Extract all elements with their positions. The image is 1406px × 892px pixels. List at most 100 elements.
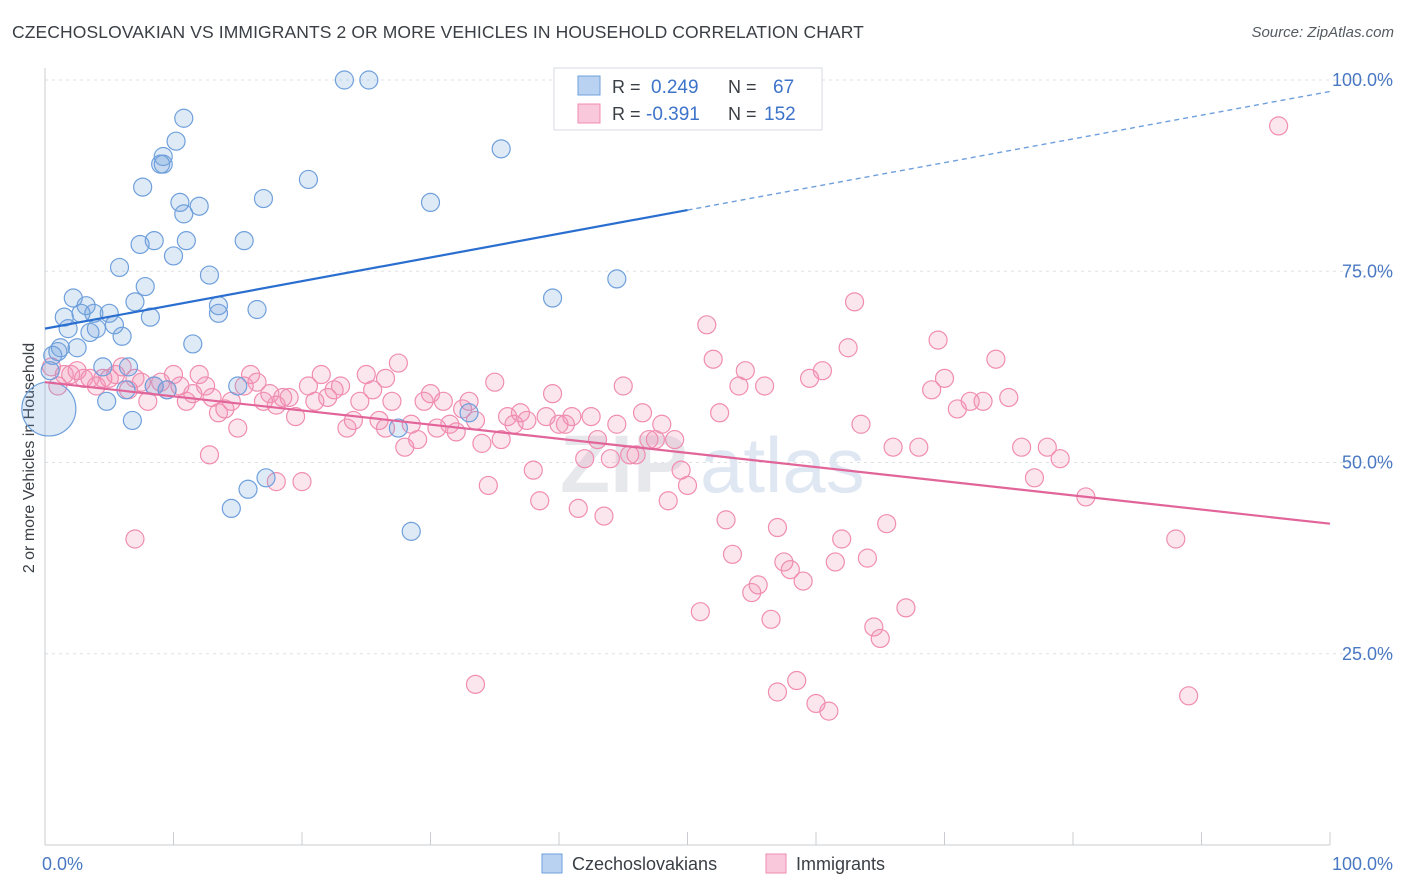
czechoslovakians-point <box>166 131 186 151</box>
immigrants-point <box>973 391 993 411</box>
czechoslovakians-point <box>247 299 267 320</box>
stat-r-label-1: R = <box>612 77 641 97</box>
czechoslovakians-point <box>176 231 196 251</box>
immigrants-point <box>594 506 614 526</box>
czechoslovakians-point <box>97 391 117 411</box>
immigrants-point <box>697 315 717 335</box>
y-tick-label: 100.0% <box>1332 70 1393 90</box>
immigrants-point <box>562 407 582 427</box>
immigrants-point <box>48 376 68 396</box>
czechoslovakians-point <box>76 296 96 316</box>
x-tick-label-right: 100.0% <box>1332 854 1393 874</box>
stat-n-value-2: 152 <box>764 104 796 125</box>
immigrants-point <box>343 410 363 431</box>
stat-n-label-2: N = <box>728 104 757 124</box>
immigrants-point <box>491 429 511 450</box>
immigrants-point <box>125 529 145 549</box>
immigrants-point <box>472 433 492 453</box>
chart-title: CZECHOSLOVAKIAN VS IMMIGRANTS 2 OR MORE … <box>12 22 864 42</box>
czechoslovakians-point <box>21 381 77 437</box>
immigrants-point <box>761 609 781 629</box>
imm-swatch <box>577 103 601 124</box>
immigrants-point <box>478 475 498 496</box>
czechoslovakians-point <box>67 338 87 358</box>
immigrants-point <box>658 491 678 511</box>
immigrants-point <box>427 418 447 438</box>
y-tick-label: 50.0% <box>1342 453 1393 473</box>
czechoslovakians-point <box>253 188 274 209</box>
axes <box>44 68 1331 846</box>
czechoslovakians-point <box>174 204 194 224</box>
immigrants-point <box>523 460 543 480</box>
immigrants-point <box>1011 437 1032 457</box>
czechoslovakians-point <box>130 234 150 255</box>
chart-source: Source: ZipAtlas.com <box>1251 24 1394 41</box>
immigrants-point <box>581 407 601 427</box>
immigrants-point <box>716 510 736 530</box>
czechoslovakians-point <box>109 257 130 278</box>
legend-imm-swatch <box>765 853 787 874</box>
immigrants-points <box>41 116 1289 721</box>
immigrants-point <box>851 414 871 434</box>
y-tick-label: 75.0% <box>1342 261 1393 281</box>
immigrants-point <box>999 387 1019 408</box>
czechoslovakians-point <box>170 192 190 212</box>
immigrants-point <box>652 414 672 434</box>
immigrants-point <box>189 364 209 385</box>
immigrants-point <box>896 598 916 618</box>
immigrants-point <box>93 368 113 388</box>
series-legend: Czechoslovakians Immigrants <box>541 853 885 874</box>
czech-trend-extension <box>687 90 1331 211</box>
czechoslovakians-point <box>298 169 319 190</box>
immigrants-point <box>819 701 839 721</box>
immigrants-point <box>330 376 351 396</box>
czechoslovakians-point <box>183 334 203 354</box>
gridlines <box>45 79 1392 655</box>
watermark: ZIP atlas <box>560 419 865 510</box>
immigrants-point <box>337 418 357 438</box>
immigrants-point <box>665 429 685 450</box>
immigrants-point <box>568 498 588 518</box>
immigrants-point <box>375 368 396 388</box>
stats-legend: R = 0.249 N = 67 R = -0.391 N = 152 <box>553 67 823 131</box>
czechoslovakians-point <box>208 303 229 323</box>
immigrants-point <box>260 384 280 404</box>
immigrants-point <box>767 682 788 702</box>
czechoslovakians-point <box>125 292 145 312</box>
x-tick-label-left: 0.0% <box>42 854 83 874</box>
immigrants-point <box>273 387 293 408</box>
immigrants-point <box>414 391 434 411</box>
immigrants-point <box>690 602 710 622</box>
czechoslovakians-point <box>256 468 276 488</box>
immigrants-point <box>780 559 800 580</box>
immigrants-point <box>440 414 460 434</box>
immigrants-point <box>742 582 762 603</box>
immigrants-point <box>199 445 220 465</box>
czech-trend-line <box>44 208 688 330</box>
immigrants-point <box>485 372 505 392</box>
immigrants-point <box>131 372 151 392</box>
immigrants-point <box>883 437 903 457</box>
y-tick-label: 25.0% <box>1342 644 1393 664</box>
immigrants-point <box>928 330 948 350</box>
immigrants-point <box>459 391 479 411</box>
immigrants-point <box>1024 468 1045 488</box>
immigrants-point <box>722 544 743 564</box>
immigrants-point <box>388 353 408 373</box>
immigrants-point <box>922 380 942 400</box>
immigrants-point <box>986 349 1006 369</box>
immigrants-trend-line <box>44 381 1331 525</box>
immigrants-point <box>812 361 833 381</box>
czechoslovakians-point <box>174 108 194 128</box>
immigrants-point <box>600 449 621 469</box>
immigrants-point <box>632 403 653 423</box>
immigrants-point <box>703 349 723 369</box>
czechoslovakians-point <box>153 146 173 167</box>
immigrants-point <box>215 399 235 419</box>
czechoslovakians-point <box>459 403 479 423</box>
immigrants-point <box>844 292 865 312</box>
immigrants-point <box>498 407 518 427</box>
czechoslovakians-point <box>491 139 511 159</box>
immigrants-point <box>870 628 890 649</box>
immigrants-point <box>864 617 884 637</box>
